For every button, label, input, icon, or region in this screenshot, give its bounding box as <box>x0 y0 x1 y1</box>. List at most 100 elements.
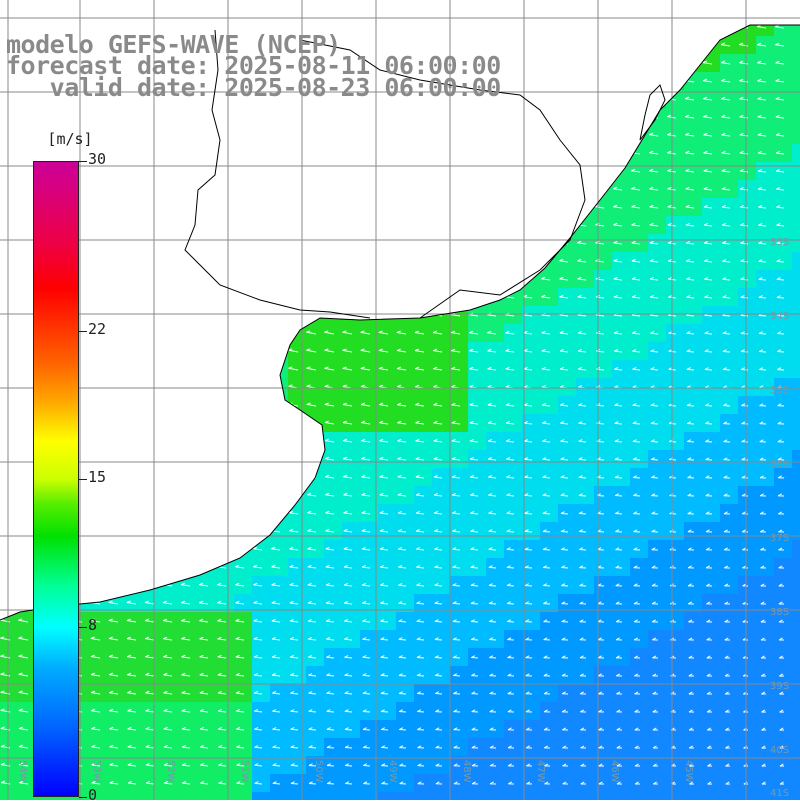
wind-arrow <box>215 151 226 154</box>
wind-arrow-head <box>486 133 490 134</box>
wind-arrow <box>577 152 586 154</box>
wind-arrow-head <box>181 529 185 530</box>
wind-arrow <box>125 277 136 280</box>
wind-speed-cell <box>594 594 612 612</box>
wind-arrow-head <box>180 367 184 368</box>
wind-arrow-head <box>0 294 2 295</box>
wind-arrow <box>579 441 586 442</box>
wind-arrow-head <box>414 241 418 242</box>
wind-arrow-head <box>197 186 201 187</box>
wind-speed-cell <box>0 306 18 324</box>
wind-arrow <box>33 6 46 10</box>
wind-arrow <box>687 405 694 406</box>
wind-arrow <box>252 368 262 370</box>
wind-arrow <box>216 350 226 352</box>
wind-arrow <box>271 422 280 424</box>
wind-arrow-head <box>17 384 21 385</box>
wind-arrow <box>127 548 136 550</box>
wind-speed-cell <box>396 18 414 36</box>
wind-arrow-head <box>360 205 364 206</box>
wind-arrow <box>162 494 172 496</box>
wind-arrow-head <box>469 259 473 260</box>
wind-speed-cell <box>198 0 216 18</box>
wind-speed-cell <box>630 522 648 540</box>
wind-speed-cell <box>720 756 738 774</box>
wind-arrow-head <box>504 61 508 62</box>
wind-speed-cell <box>198 378 216 396</box>
wind-speed-cell <box>252 414 270 432</box>
wind-speed-cell <box>594 18 612 36</box>
wind-arrow-head <box>342 295 346 296</box>
wind-arrow-head <box>179 222 183 223</box>
wind-arrow <box>396 170 406 172</box>
wind-speed-cell <box>504 648 522 666</box>
wind-speed-cell <box>234 432 252 450</box>
wind-speed-cell <box>378 180 396 198</box>
wind-speed-cell <box>738 360 756 378</box>
wind-arrow-head <box>0 167 2 168</box>
wind-arrow <box>162 476 172 478</box>
wind-arrow-head <box>180 421 184 422</box>
wind-arrow <box>271 495 280 496</box>
wind-arrow <box>649 99 658 100</box>
wind-speed-cell <box>108 378 126 396</box>
wind-speed-cell <box>720 18 738 36</box>
wind-speed-cell <box>540 612 558 630</box>
wind-arrow-head <box>395 6 399 7</box>
wind-arrow-head <box>450 187 454 188</box>
wind-speed-cell <box>684 396 702 414</box>
wind-arrow-head <box>144 403 148 404</box>
wind-speed-cell <box>144 540 162 558</box>
wind-speed-cell <box>450 198 468 216</box>
wind-arrow-head <box>378 114 382 115</box>
wind-arrow-head <box>613 79 617 80</box>
wind-speed-cell <box>702 540 720 558</box>
wind-speed-cell <box>792 432 800 450</box>
wind-speed-cell <box>576 54 594 72</box>
wind-arrow-head <box>487 241 491 242</box>
wind-speed-cell <box>108 180 126 198</box>
wind-arrow-head <box>558 25 562 26</box>
wind-arrow <box>576 80 586 82</box>
wind-speed-cell <box>684 0 702 18</box>
wind-speed-cell <box>522 630 540 648</box>
wind-speed-cell <box>630 18 648 36</box>
wind-speed-cell <box>576 18 594 36</box>
wind-arrow-head <box>216 331 220 332</box>
wind-arrow <box>87 24 100 28</box>
wind-arrow-head <box>197 222 201 223</box>
wind-speed-cell <box>144 144 162 162</box>
wind-speed-cell <box>360 180 378 198</box>
wind-speed-cell <box>792 180 800 198</box>
wind-arrow <box>777 261 784 262</box>
wind-arrow-head <box>323 24 327 25</box>
wind-arrow-head <box>215 258 219 259</box>
wind-arrow <box>179 296 190 298</box>
wind-arrow <box>705 351 712 352</box>
wind-speed-cell <box>180 324 198 342</box>
wind-speed-cell <box>108 270 126 288</box>
wind-speed-cell <box>450 252 468 270</box>
wind-arrow <box>486 152 496 154</box>
wind-speed-cell <box>648 666 666 684</box>
wind-arrow <box>269 169 280 172</box>
wind-speed-cell <box>108 540 126 558</box>
wind-arrow <box>126 368 136 370</box>
wind-arrow <box>270 350 280 352</box>
wind-arrow <box>541 170 550 172</box>
wind-speed-cell <box>630 738 648 756</box>
wind-speed-cell <box>684 594 702 612</box>
wind-arrow <box>109 584 118 586</box>
wind-arrow <box>232 7 244 10</box>
wind-arrow <box>451 297 460 298</box>
wind-speed-cell <box>162 180 180 198</box>
wind-arrow-head <box>253 457 257 458</box>
wind-arrow <box>17 421 28 424</box>
wind-speed-cell <box>234 486 252 504</box>
wind-speed-cell <box>288 234 306 252</box>
wind-speed-cell <box>414 270 432 288</box>
wind-speed-cell <box>468 720 486 738</box>
wind-speed-cell <box>648 792 666 800</box>
wind-arrow-head <box>234 276 238 277</box>
wind-speed-cell <box>450 144 468 162</box>
